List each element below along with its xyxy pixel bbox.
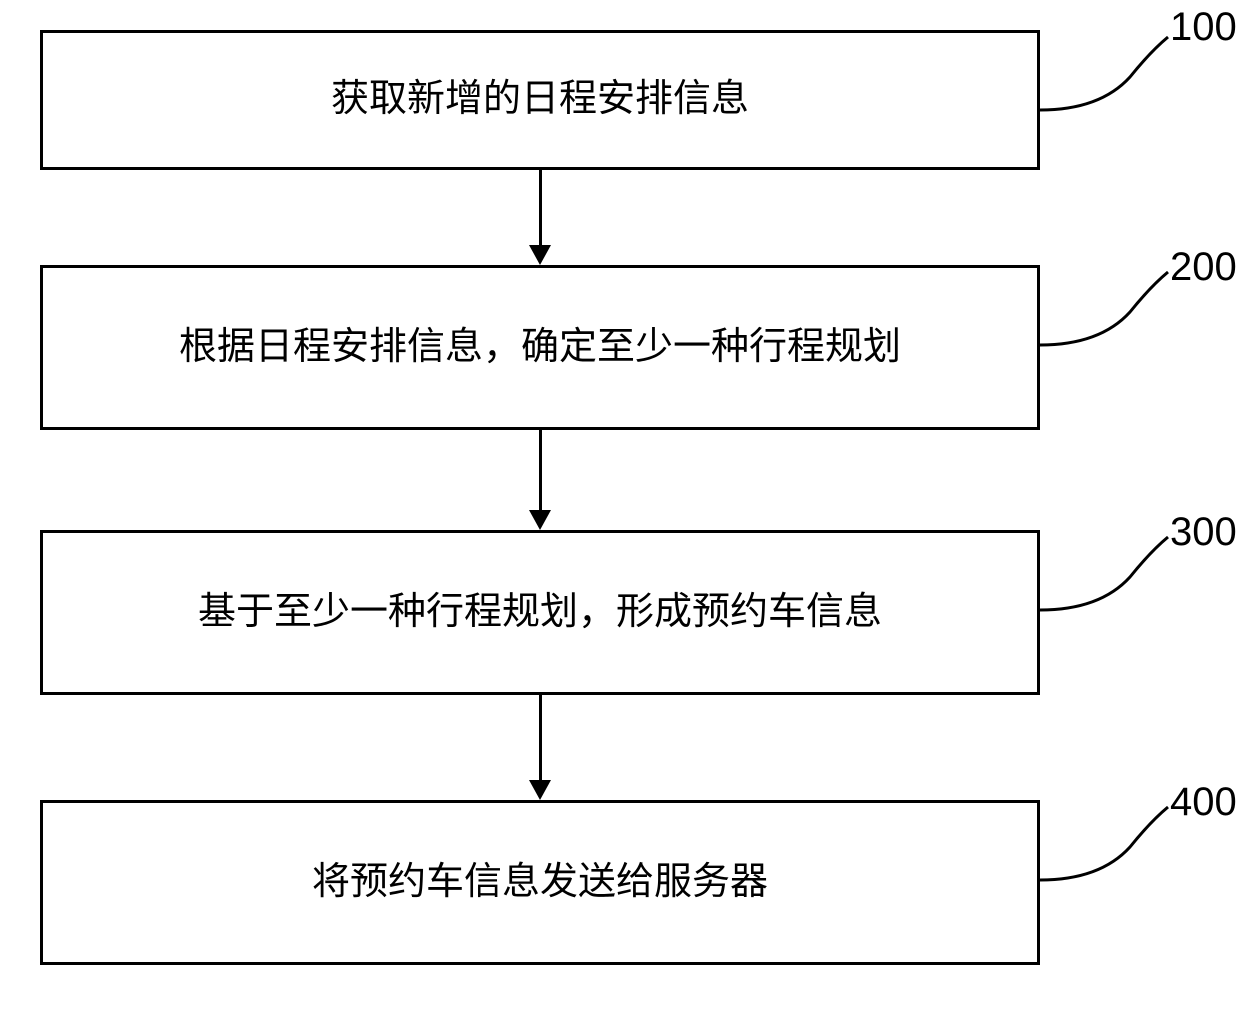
step-label-300: 300 bbox=[1170, 510, 1237, 555]
step-text: 将预约车信息发送给服务器 bbox=[292, 858, 788, 907]
arrow-head-icon bbox=[529, 780, 551, 800]
arrow-head-icon bbox=[529, 510, 551, 530]
label-curve-200 bbox=[1040, 267, 1170, 347]
step-box-200: 根据日程安排信息，确定至少一种行程规划 bbox=[40, 265, 1040, 430]
arrow-head-icon bbox=[529, 245, 551, 265]
step-text: 获取新增的日程安排信息 bbox=[311, 75, 769, 124]
step-text: 基于至少一种行程规划，形成预约车信息 bbox=[178, 588, 902, 637]
step-label-400: 400 bbox=[1170, 780, 1237, 825]
arrow-line bbox=[539, 170, 542, 245]
step-box-100: 获取新增的日程安排信息 bbox=[40, 30, 1040, 170]
step-box-400: 将预约车信息发送给服务器 bbox=[40, 800, 1040, 965]
label-curve-100 bbox=[1040, 32, 1170, 112]
step-box-300: 基于至少一种行程规划，形成预约车信息 bbox=[40, 530, 1040, 695]
arrow-line bbox=[539, 430, 542, 510]
step-label-100: 100 bbox=[1170, 5, 1237, 50]
step-label-200: 200 bbox=[1170, 245, 1237, 290]
arrow-line bbox=[539, 695, 542, 780]
label-curve-300 bbox=[1040, 532, 1170, 612]
label-curve-400 bbox=[1040, 802, 1170, 882]
step-text: 根据日程安排信息，确定至少一种行程规划 bbox=[159, 323, 921, 372]
